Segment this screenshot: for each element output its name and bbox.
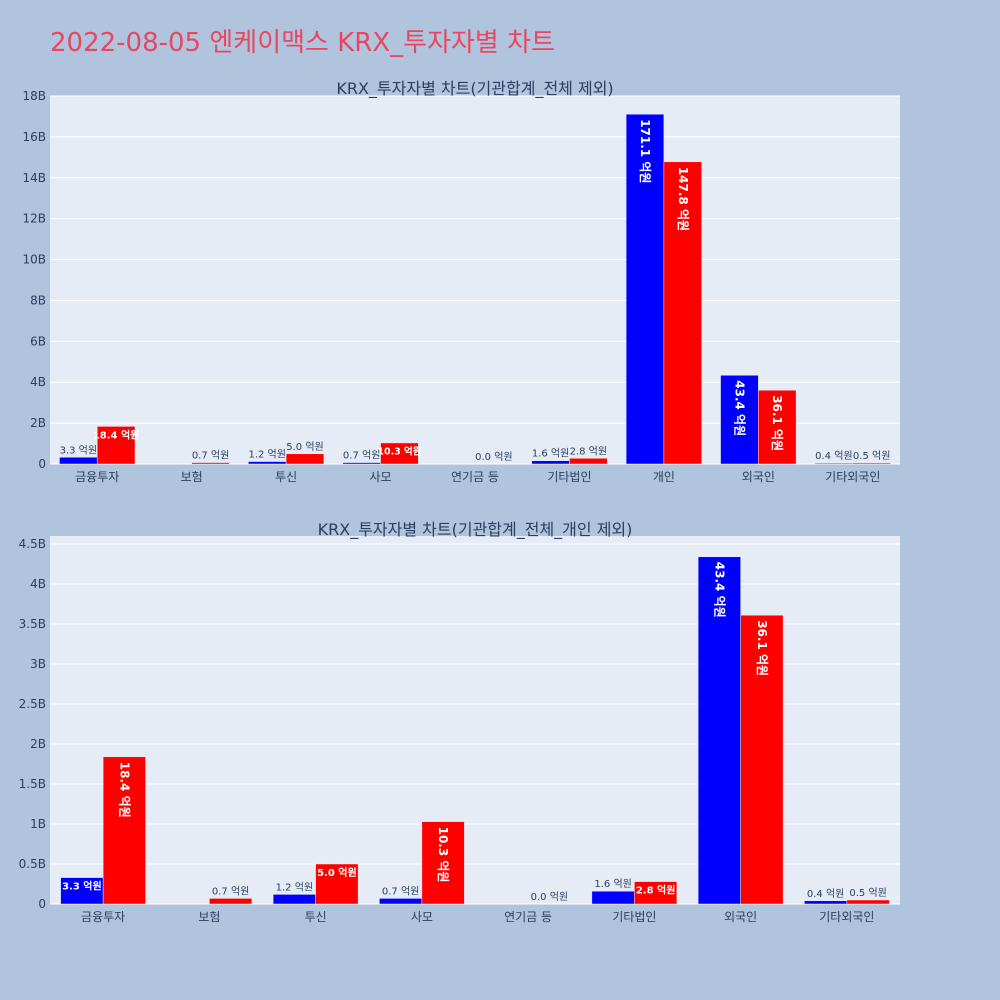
- data-label: 0.4 억원: [815, 450, 852, 462]
- x-tick-label: 보험: [181, 470, 203, 484]
- bar: [846, 899, 890, 905]
- x-tick-label: 개인: [653, 470, 675, 484]
- x-tick-label: 연기금 등: [451, 470, 499, 484]
- x-tick-label: 금융투자: [75, 470, 119, 484]
- bar: [379, 898, 423, 905]
- x-tick-label: 외국인: [742, 470, 775, 484]
- y-tick-label: 6B: [30, 334, 46, 348]
- x-tick-label: 연기금 등: [504, 910, 552, 924]
- bar: [285, 453, 325, 465]
- y-tick-label: 4B: [30, 375, 46, 389]
- data-label: 5.0 억원: [317, 866, 357, 879]
- data-label: 36.1 억원: [755, 620, 769, 676]
- x-tick-label: 기타법인: [612, 910, 656, 924]
- data-label: 0.5 억원: [849, 887, 886, 899]
- y-tick-label: 1.5B: [19, 777, 46, 791]
- bar: [852, 462, 891, 465]
- y-tick-label: 10B: [22, 253, 46, 267]
- data-label: 2.8 억원: [570, 445, 607, 457]
- y-tick-label: 0: [38, 897, 46, 911]
- y-tick-label: 0.5B: [19, 857, 46, 871]
- data-label: 147.8 억원: [676, 167, 690, 231]
- data-label: 10.3 억원: [436, 827, 450, 883]
- x-tick-label: 기타외국인: [819, 910, 874, 924]
- data-label: 0.4 억원: [807, 888, 844, 900]
- bar: [342, 462, 381, 465]
- x-tick-label: 기타법인: [547, 470, 591, 484]
- data-label: 3.3 억원: [60, 444, 97, 456]
- data-label: 10.3 억원: [377, 445, 421, 457]
- y-tick-label: 16B: [22, 130, 46, 144]
- bar: [209, 898, 253, 905]
- bar: [60, 877, 104, 905]
- data-label: 43.4 억원: [712, 562, 726, 618]
- y-tick-label: 3B: [30, 657, 46, 671]
- data-label: 18.4 억원: [93, 428, 140, 441]
- data-label: 2.8 억원: [636, 884, 676, 897]
- bar: [96, 426, 136, 465]
- bar: [625, 113, 665, 465]
- chart-1: 0 2B 4B 6B 8B 10B 12B 14B 16B 18B KRX_투자자별 차트(기관합계…: [22, 79, 900, 484]
- bar: [531, 460, 570, 465]
- bar: [758, 389, 797, 465]
- chart-title: KRX_투자자별 차트(기관합계_전체_개인 제외): [318, 520, 633, 540]
- data-label: 3.3 억원: [62, 880, 102, 893]
- y-tick-label: 8B: [30, 293, 46, 307]
- chart-2: 0 0.5B 1B 1.5B 2B 2.5B 3B 3.5B 4B 4.5B KRX_투자자별 차트…: [19, 520, 900, 924]
- x-tick-label: 투신: [275, 470, 297, 484]
- data-label: 0.0 억원: [475, 451, 512, 463]
- bar: [720, 375, 759, 465]
- bar: [102, 756, 146, 905]
- chart-title: KRX_투자자별 차트(기관합계_전체 제외): [336, 79, 613, 99]
- x-tick-label: 사모: [370, 470, 392, 484]
- data-label: 36.1 억원: [770, 395, 784, 451]
- bar: [59, 457, 98, 465]
- y-tick-label: 3.5B: [19, 617, 46, 631]
- data-label: 0.7 억원: [382, 885, 419, 897]
- data-label: 0.5 억원: [853, 450, 890, 462]
- x-tick-label: 보험: [198, 910, 220, 924]
- bar: [740, 614, 784, 905]
- y-tick-label: 1B: [30, 817, 46, 831]
- data-label: 18.4 억원: [117, 762, 131, 818]
- bar: [272, 894, 316, 905]
- x-tick-label: 기타외국인: [825, 470, 880, 484]
- y-tick-label: 4B: [30, 577, 46, 591]
- data-label: 0.7 억원: [212, 885, 249, 897]
- page-title: 2022-08-05 엔케이맥스 KRX_투자자별 차트: [50, 28, 555, 58]
- y-tick-label: 4.5B: [19, 537, 46, 551]
- bar: [248, 461, 287, 465]
- y-tick-label: 14B: [22, 171, 46, 185]
- x-tick-label: 사모: [411, 910, 433, 924]
- y-tick-label: 18B: [22, 89, 46, 103]
- y-tick-label: 0: [38, 457, 46, 471]
- data-label: 0.0 억원: [531, 891, 568, 903]
- data-label: 171.1 억원: [638, 119, 652, 183]
- x-tick-label: 투신: [305, 910, 327, 924]
- bar: [634, 881, 678, 905]
- y-tick-label: 12B: [22, 212, 46, 226]
- data-label: 1.2 억원: [248, 449, 285, 461]
- data-label: 1.2 억원: [276, 881, 313, 893]
- bar: [380, 442, 419, 465]
- y-tick-label: 2.5B: [19, 697, 46, 711]
- bar: [315, 863, 359, 905]
- bar: [814, 462, 854, 465]
- data-label: 43.4 억원: [732, 380, 746, 436]
- bar: [421, 821, 465, 905]
- data-label: 0.7 억원: [343, 450, 380, 462]
- y-tick-label: 2B: [30, 416, 46, 430]
- data-label: 1.6 억원: [594, 878, 631, 890]
- bar: [591, 890, 635, 905]
- data-label: 1.6 억원: [532, 448, 569, 460]
- y-tick-label: 2B: [30, 737, 46, 751]
- data-label: 0.7 억원: [192, 450, 229, 462]
- x-tick-label: 금융투자: [81, 910, 125, 924]
- bar: [804, 900, 848, 905]
- bar: [569, 458, 608, 465]
- bar: [663, 161, 702, 465]
- bar: [191, 462, 230, 465]
- data-label: 5.0 억원: [286, 441, 323, 453]
- x-tick-label: 외국인: [724, 910, 757, 924]
